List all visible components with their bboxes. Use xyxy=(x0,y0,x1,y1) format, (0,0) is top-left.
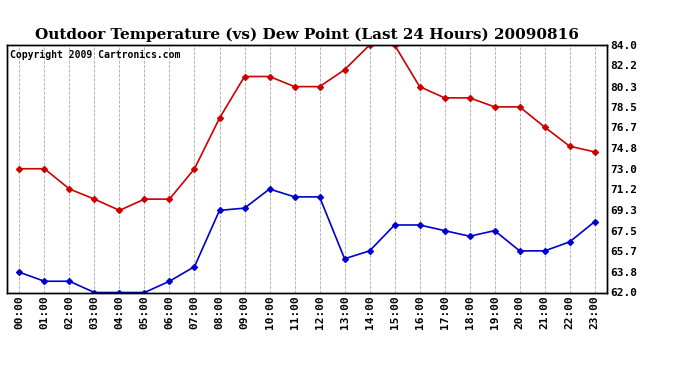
Text: Copyright 2009 Cartronics.com: Copyright 2009 Cartronics.com xyxy=(10,50,180,60)
Title: Outdoor Temperature (vs) Dew Point (Last 24 Hours) 20090816: Outdoor Temperature (vs) Dew Point (Last… xyxy=(35,28,579,42)
